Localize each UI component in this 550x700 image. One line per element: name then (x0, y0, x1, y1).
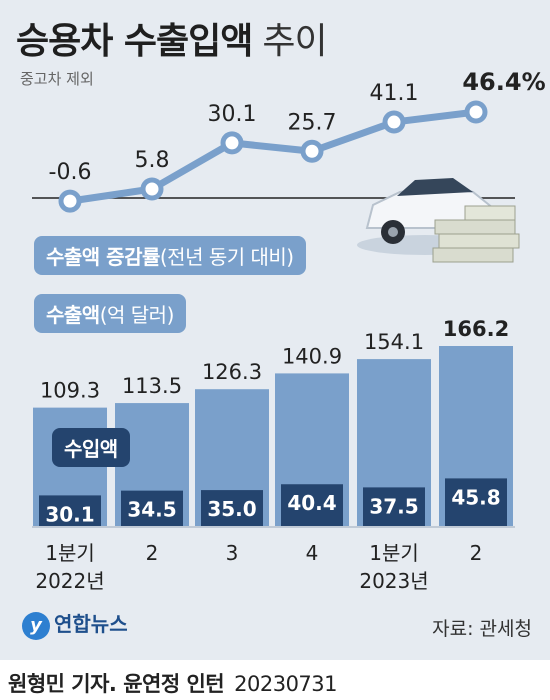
growth-value-label: -0.6 (49, 160, 92, 185)
import-value-label: 37.5 (369, 494, 418, 518)
import-value-label: 34.5 (127, 498, 176, 522)
export-value-label: 126.3 (202, 360, 262, 384)
growth-value-label: 46.4% (462, 68, 545, 96)
growth-rate-tag: 수출액 증감률(전년 동기 대비) (34, 236, 306, 275)
import-bar (201, 490, 263, 526)
import-value-label: 45.8 (451, 485, 500, 509)
logo-mark-icon: y (22, 611, 50, 640)
growth-tag-rest: (전년 동기 대비) (159, 245, 294, 269)
growth-value-label: 5.8 (135, 148, 170, 173)
footer-date: 20230731 (234, 672, 338, 696)
footer: 원형민 기자. 윤연정 인턴 20230731 (0, 662, 550, 700)
x-tick-year-label: 2023년 (359, 569, 428, 593)
import-bar (445, 478, 507, 526)
growth-point (58, 189, 82, 213)
title-suffix: 추이 (262, 21, 327, 62)
x-tick-year-label: 2022년 (35, 569, 104, 593)
import-bar (281, 484, 343, 526)
x-tick-label: 2 (146, 541, 159, 565)
import-value-label: 30.1 (45, 502, 94, 526)
growth-point (140, 177, 164, 201)
import-bar (121, 490, 183, 526)
chart-subtitle: 중고차 제외 (20, 70, 94, 88)
x-tick-label: 1분기 (45, 541, 95, 565)
import-value-label: 40.4 (287, 491, 336, 515)
export-value-label: 109.3 (40, 379, 100, 403)
growth-tag-bold: 수출액 증감률 (46, 245, 160, 269)
logo-text: 연합뉴스 (54, 612, 128, 636)
yonhap-logo: y 연합뉴스 (22, 608, 128, 640)
source-note: 자료: 관세청 (432, 618, 532, 640)
import-bar (39, 495, 101, 526)
footer-author-text: 원형민 기자. 윤연정 인턴 (8, 672, 225, 696)
export-value-label: 166.2 (443, 317, 509, 341)
import-tag: 수입액 (52, 428, 130, 467)
x-tick-label: 4 (306, 541, 319, 565)
growth-point (382, 110, 406, 134)
infographic-card: 승용차 수출입액 추이 중고차 제외 109.3 113.5 126.3 140.9 15… (0, 0, 550, 660)
footer-author: 원형민 기자. 윤연정 인턴 20230731 (8, 668, 338, 698)
export-tag-rest: (억 달러) (99, 303, 175, 327)
export-tag-bold: 수출액 (46, 303, 100, 327)
chart-title: 승용차 수출입액 추이 (16, 12, 328, 64)
export-tag: 수출액(억 달러) (34, 294, 186, 333)
x-tick-label: 3 (226, 541, 239, 565)
growth-line (66, 108, 480, 205)
growth-value-label: 30.1 (208, 102, 257, 127)
x-tick-label: 2 (470, 541, 483, 565)
title-main: 승용차 수출입액 (16, 21, 253, 62)
growth-value-label: 41.1 (370, 81, 419, 106)
import-value-label: 35.0 (207, 497, 256, 521)
export-value-label: 113.5 (122, 374, 182, 398)
export-value-label: 154.1 (364, 330, 424, 354)
car-money-icon (357, 178, 520, 263)
export-value-label: 140.9 (282, 344, 342, 368)
growth-point (464, 100, 488, 124)
import-bar (363, 487, 425, 526)
growth-point (300, 139, 324, 163)
x-tick-label: 1분기 (369, 541, 419, 565)
growth-value-label: 25.7 (288, 110, 337, 135)
growth-point (220, 131, 244, 155)
